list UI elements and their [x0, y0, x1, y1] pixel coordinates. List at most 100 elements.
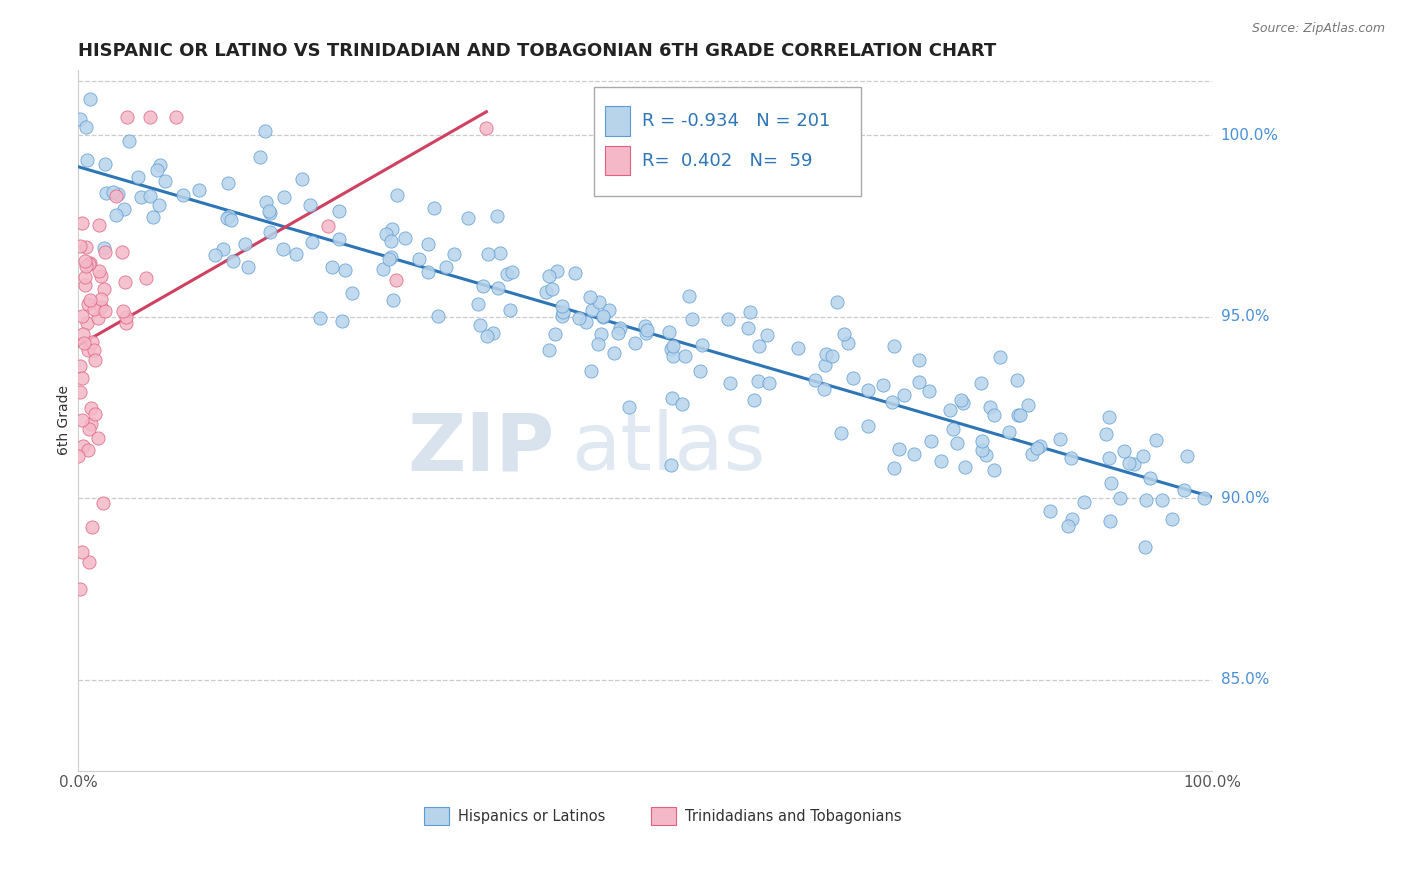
Point: [983, 463, 1005, 477]
Point: [83, 301, 105, 316]
Point: [79, 92, 101, 106]
Point: [970, 376, 993, 391]
Point: [236, 260, 259, 274]
Point: [949, 393, 972, 408]
Point: [1109, 491, 1132, 505]
Point: [90, 268, 112, 283]
Point: [588, 294, 610, 309]
Point: [661, 349, 683, 363]
Point: [79, 555, 101, 569]
Point: [659, 342, 682, 356]
Point: [87, 431, 110, 445]
Point: [551, 299, 574, 313]
Point: [1173, 483, 1195, 497]
Point: [375, 227, 398, 241]
Point: [77, 421, 100, 435]
Point: [592, 310, 614, 324]
Point: [568, 311, 591, 326]
Point: [661, 391, 683, 405]
Point: [111, 245, 134, 260]
Point: [259, 225, 281, 239]
Point: [472, 279, 495, 293]
Point: [804, 373, 827, 387]
Point: [1073, 494, 1095, 508]
Point: [105, 208, 128, 222]
Point: [340, 285, 363, 300]
Point: [91, 496, 114, 510]
Point: [75, 120, 97, 135]
Point: [821, 349, 844, 363]
Point: [1099, 475, 1122, 490]
Point: [90, 292, 112, 306]
Point: [756, 328, 779, 343]
Point: [477, 328, 499, 343]
Point: [321, 260, 343, 274]
Point: [678, 288, 700, 302]
Point: [72, 216, 94, 230]
Point: [482, 326, 505, 341]
Point: [942, 422, 965, 436]
Text: atlas: atlas: [571, 409, 766, 487]
Text: ZIP: ZIP: [408, 409, 554, 487]
Point: [80, 401, 103, 416]
Point: [1005, 373, 1028, 387]
Bar: [606, 146, 630, 176]
Point: [1017, 398, 1039, 412]
Point: [974, 448, 997, 462]
Point: [470, 318, 492, 333]
Point: [893, 388, 915, 402]
Point: [673, 349, 696, 363]
Point: [1049, 432, 1071, 446]
Point: [1007, 408, 1029, 422]
Point: [887, 442, 910, 456]
Point: [742, 393, 765, 408]
Point: [983, 409, 1005, 423]
Point: [496, 267, 519, 281]
Point: [217, 176, 239, 190]
Point: [586, 337, 609, 351]
Point: [581, 303, 603, 318]
Point: [970, 434, 993, 448]
Point: [1029, 439, 1052, 453]
Point: [90, 300, 112, 314]
Point: [1039, 504, 1062, 518]
Point: [1118, 456, 1140, 470]
Point: [689, 364, 711, 378]
Point: [737, 321, 759, 335]
Point: [544, 327, 567, 342]
Point: [489, 245, 512, 260]
Point: [129, 189, 152, 203]
Point: [271, 243, 294, 257]
Point: [998, 425, 1021, 439]
Point: [222, 254, 245, 268]
Point: [301, 235, 323, 249]
Point: [93, 282, 115, 296]
Point: [1021, 447, 1043, 461]
Point: [1056, 519, 1078, 533]
Point: [309, 310, 332, 325]
Point: [72, 439, 94, 453]
Point: [72, 327, 94, 342]
Point: [139, 188, 162, 202]
Point: [70, 310, 93, 324]
Point: [273, 189, 295, 203]
Point: [79, 256, 101, 270]
Text: Hispanics or Latinos: Hispanics or Latinos: [458, 809, 606, 823]
Text: 100.0%: 100.0%: [1220, 128, 1278, 143]
Point: [748, 339, 770, 353]
Point: [145, 162, 167, 177]
Point: [907, 353, 929, 368]
Text: Trinidadians and Tobagonians: Trinidadians and Tobagonians: [685, 809, 901, 823]
Point: [920, 434, 942, 448]
Text: R = -0.934   N = 201: R = -0.934 N = 201: [641, 112, 830, 130]
Text: R=  0.402   N=  59: R= 0.402 N= 59: [641, 152, 813, 169]
Point: [111, 304, 134, 318]
Point: [970, 443, 993, 458]
Point: [939, 403, 962, 417]
Point: [408, 252, 430, 266]
Point: [903, 447, 925, 461]
Point: [1135, 493, 1157, 508]
Point: [786, 341, 808, 355]
Text: 90.0%: 90.0%: [1220, 491, 1270, 506]
Point: [418, 237, 440, 252]
